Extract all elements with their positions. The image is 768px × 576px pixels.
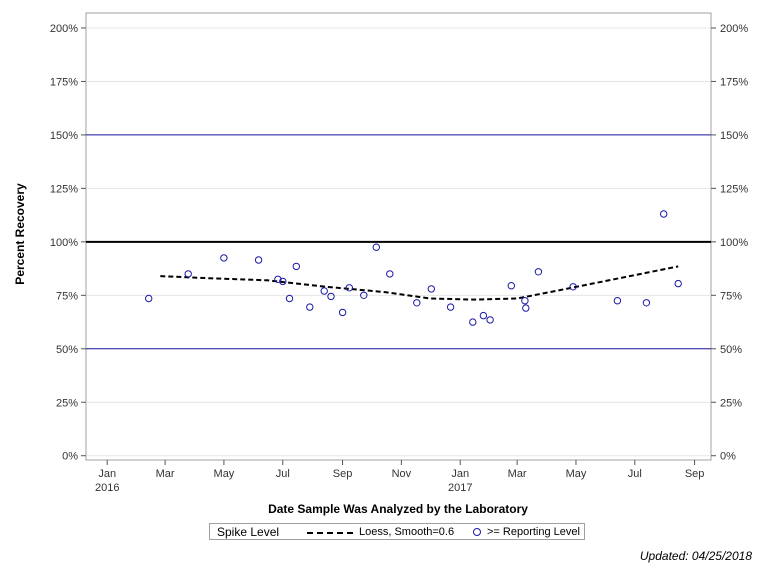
y-tick-label-left: 25% <box>56 397 78 409</box>
loess-layer <box>160 265 679 301</box>
y-tick-label-right: 100% <box>720 237 748 249</box>
data-point <box>534 268 543 276</box>
data-point <box>145 294 153 303</box>
data-point <box>569 283 577 291</box>
data-point <box>274 275 282 283</box>
data-point <box>220 254 228 262</box>
x-tick-label: May <box>566 468 587 480</box>
y-tick-label-right: 25% <box>720 397 742 409</box>
x-tick-year-label: 2017 <box>448 482 472 494</box>
data-point <box>479 311 488 320</box>
x-tick-year-label: 2016 <box>95 482 119 494</box>
legend-loess-swatch <box>307 532 353 534</box>
loess-curve <box>160 265 679 301</box>
y-axis-title: Percent Recovery <box>13 183 27 285</box>
data-point <box>306 303 314 311</box>
x-tick-label: Mar <box>508 468 527 480</box>
plot-frame <box>85 12 712 461</box>
y-tick-label-left: 50% <box>56 344 78 356</box>
data-point <box>254 256 263 264</box>
data-point <box>386 270 394 278</box>
x-tick-label: Sep <box>333 468 353 480</box>
data-point <box>446 303 455 311</box>
data-point <box>521 297 529 305</box>
legend-title: Spike Level <box>217 525 280 539</box>
x-tick-label: Mar <box>156 468 175 480</box>
y-tick-label-left: 150% <box>50 130 78 142</box>
data-point <box>338 308 347 317</box>
x-tick-label: Jul <box>276 468 290 480</box>
y-tick-label-left: 0% <box>62 451 78 463</box>
y-tick-label-left: 175% <box>50 76 78 88</box>
x-tick-label: Jul <box>628 468 642 480</box>
y-tick-label-right: 75% <box>720 290 742 302</box>
data-point <box>292 262 300 271</box>
data-point <box>279 277 287 286</box>
data-point <box>345 284 353 292</box>
y-tick-label-right: 0% <box>720 451 736 463</box>
data-point <box>469 318 477 326</box>
data-point <box>507 282 515 290</box>
y-tick-label-left: 75% <box>56 290 78 302</box>
y-tick-label-right: 175% <box>720 76 748 88</box>
y-tick-label-left: 125% <box>50 183 78 195</box>
data-point <box>360 291 368 299</box>
data-point <box>642 299 651 307</box>
y-tick-label-right: 125% <box>720 183 748 195</box>
point-layer <box>145 210 682 326</box>
data-point <box>660 210 668 218</box>
legend: Spike Level Loess, Smooth=0.6 >= Reporti… <box>209 523 585 540</box>
data-point <box>372 243 380 251</box>
y-tick-label-left: 200% <box>50 23 78 35</box>
x-tick-label: Sep <box>685 468 705 480</box>
x-tick-label: Nov <box>392 468 412 480</box>
data-point <box>613 297 622 305</box>
legend-points-label: >= Reporting Level <box>487 526 580 538</box>
legend-point-marker-icon <box>473 528 481 536</box>
data-point <box>285 294 294 303</box>
axes: 0% 0% 25% 25% 50% 50% 75% 75% 100% 100% 125% 125% 15… <box>50 23 748 494</box>
data-point <box>327 292 335 301</box>
y-tick-label-right: 50% <box>720 344 742 356</box>
x-tick-label: Jan <box>98 468 116 480</box>
y-tick-label-left: 100% <box>50 237 78 249</box>
x-tick-label: Jan <box>451 468 469 480</box>
y-tick-label-right: 200% <box>720 23 748 35</box>
data-point <box>320 287 328 295</box>
x-tick-label: May <box>214 468 235 480</box>
data-point <box>427 285 435 293</box>
data-point <box>522 304 530 312</box>
data-point <box>674 279 682 288</box>
legend-loess-label: Loess, Smooth=0.6 <box>359 526 455 538</box>
x-axis-title: Date Sample Was Analyzed by the Laborato… <box>268 502 528 516</box>
y-tick-label-right: 150% <box>720 130 748 142</box>
reference-lines <box>86 134 711 350</box>
data-point <box>486 316 494 324</box>
data-point <box>184 270 192 278</box>
updated-footnote: Updated: 04/25/2018 <box>639 549 752 563</box>
data-point <box>413 299 421 307</box>
